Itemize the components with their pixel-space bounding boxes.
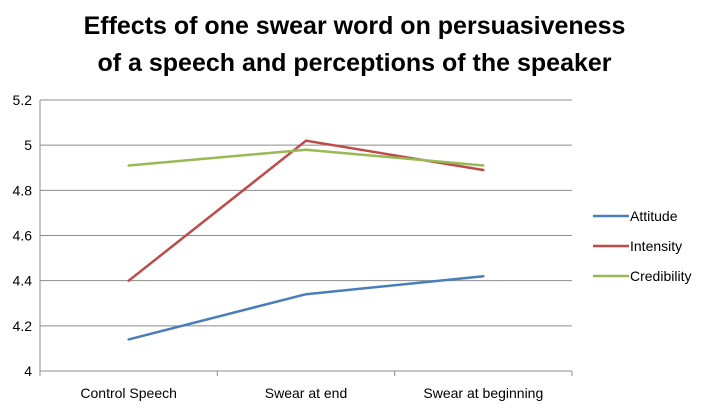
y-tick-label: 4.4 [13,273,33,289]
chart-title-line-1: Effects of one swear word on persuasiven… [83,12,626,40]
x-tick-label: Swear at beginning [423,385,543,401]
y-tick-label: 5.2 [13,92,33,108]
y-tick-label: 4 [24,363,32,379]
x-tick-label: Control Speech [80,385,177,401]
legend-label-credibility: Credibility [630,268,691,284]
y-tick-label: 4.8 [13,182,33,198]
series-line-attitude [127,274,485,341]
chart-title: Effects of one swear word on persuasiven… [0,8,709,82]
series-line-credibility [127,148,485,167]
legend-label-intensity: Intensity [630,238,682,254]
y-tick-label: 5 [24,137,32,153]
legend-label-attitude: Attitude [630,208,678,224]
y-tick-label: 4.6 [13,228,33,244]
x-tick-label: Swear at end [265,385,348,401]
y-tick-label: 4.2 [13,318,33,334]
chart-title-line-2: of a speech and perceptions of the speak… [97,49,612,77]
